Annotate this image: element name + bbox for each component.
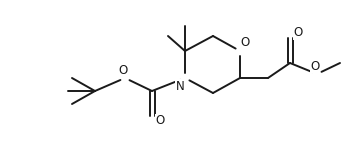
Text: O: O bbox=[310, 60, 320, 73]
Text: O: O bbox=[118, 64, 128, 77]
Text: O: O bbox=[155, 114, 165, 127]
Text: N: N bbox=[176, 80, 184, 93]
Text: O: O bbox=[293, 27, 303, 40]
Text: O: O bbox=[240, 36, 250, 49]
